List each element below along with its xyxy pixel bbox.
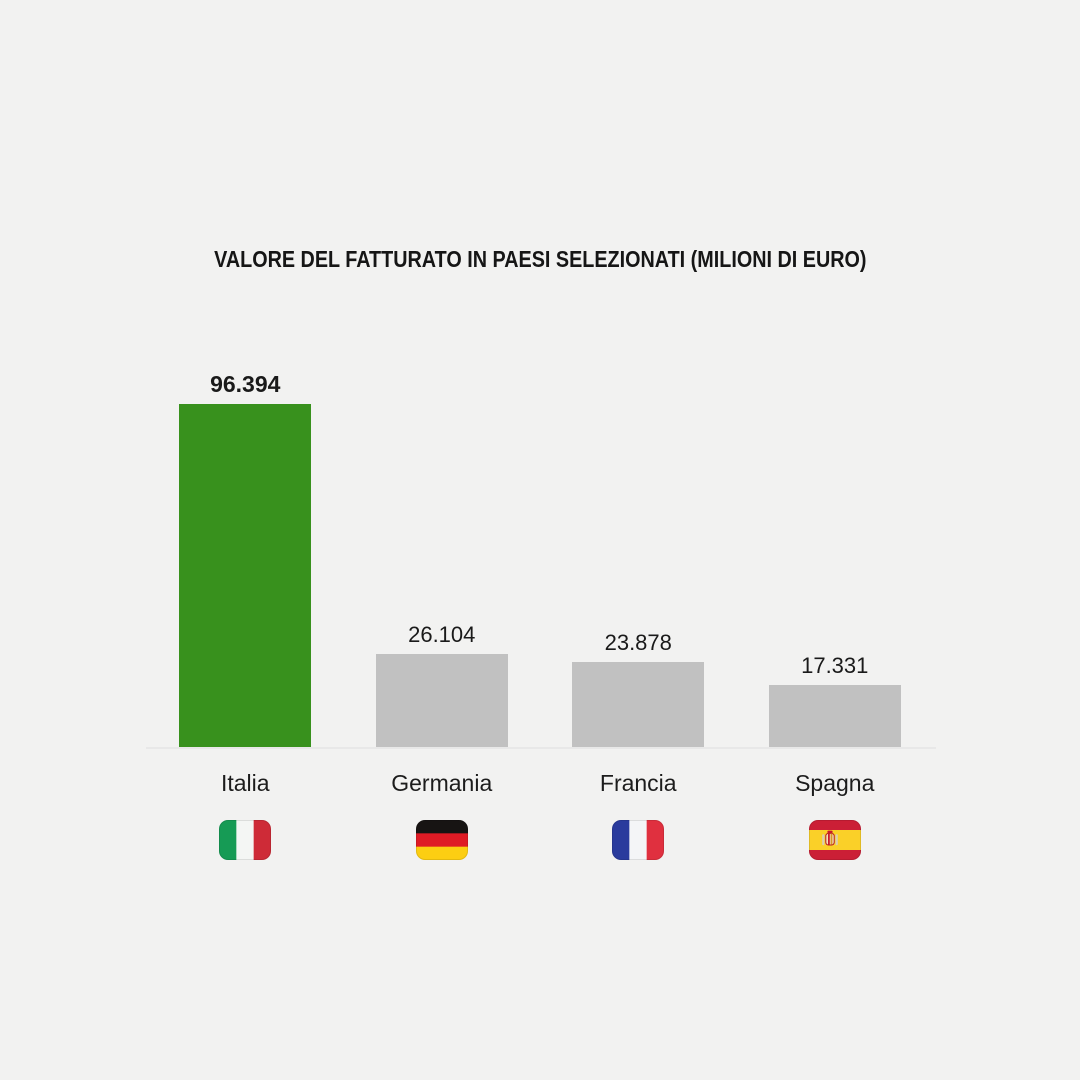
chart-title: VALORE DEL FATTURATO IN PAESI SELEZIONAT… [147, 246, 933, 273]
bar-value-label-germany: 26.104 [408, 622, 476, 647]
bar-value-label-spain: 17.331 [801, 653, 869, 678]
flag-cell-spain [737, 820, 934, 860]
flag-cell-italy [147, 820, 344, 860]
chart-title-text: VALORE DEL FATTURATO IN PAESI SELEZIONAT… [213, 246, 867, 272]
category-label-germany: Germania [391, 770, 493, 796]
category-label-cell-france: Francia [540, 763, 737, 797]
bar-spain [768, 685, 901, 747]
category-labels-row: Italia Germania Francia Spagna [147, 763, 933, 797]
spain-flag-icon [808, 820, 861, 860]
flag-cell-france [540, 820, 737, 860]
spain-flag [808, 820, 861, 860]
x-axis-line [146, 747, 936, 749]
bar-value-label-france: 23.878 [604, 630, 672, 655]
category-label-cell-italy: Italia [147, 763, 344, 797]
category-label-france: Francia [599, 770, 677, 796]
category-label-cell-spain: Spagna [737, 763, 934, 797]
bar-group-france: 23.878 [540, 360, 737, 747]
category-label-cell-germany: Germania [344, 763, 541, 797]
flags-row [147, 820, 933, 860]
italy-flag [219, 820, 272, 860]
category-label-spain: Spagna [795, 770, 875, 796]
bars-row: 96.394 26.104 23.878 17.331 [147, 360, 933, 747]
bar-group-germany: 26.104 [344, 360, 541, 747]
germany-flag-icon [415, 820, 468, 860]
france-flag [612, 820, 665, 860]
france-flag-icon [612, 820, 665, 860]
bar-group-spain: 17.331 [737, 360, 934, 747]
bar-group-italy: 96.394 [147, 360, 344, 747]
bar-france [572, 662, 705, 747]
flag-cell-germany [344, 820, 541, 860]
bar-germany [375, 654, 508, 747]
bar-value-label-italy: 96.394 [210, 371, 281, 397]
spain-coat-of-arms [821, 830, 838, 846]
bar-italy [179, 404, 312, 747]
germany-flag [415, 820, 468, 860]
category-label-italy: Italia [220, 770, 270, 796]
italy-flag-icon [219, 820, 272, 860]
